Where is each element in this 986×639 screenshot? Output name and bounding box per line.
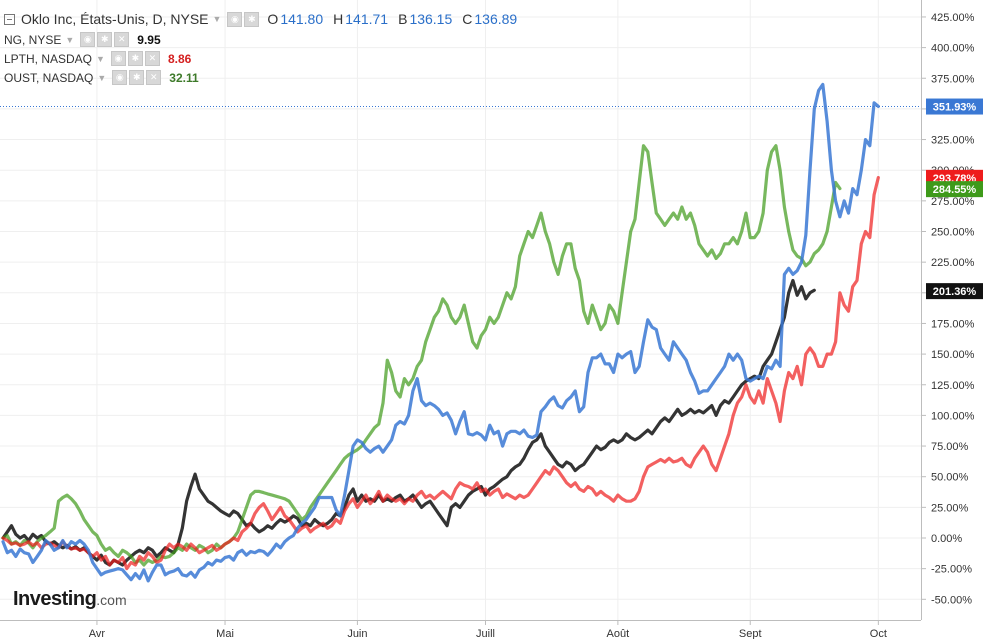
x-tick-label: Juill xyxy=(476,628,495,639)
eye-icon[interactable]: ◉ xyxy=(80,32,96,47)
legend-series-tools: ◉ ✱ ✕ xyxy=(110,51,160,66)
vertical-gridlines xyxy=(96,0,879,620)
gear-icon[interactable]: ✱ xyxy=(127,51,143,66)
y-tick-label: -25.00% xyxy=(931,564,972,576)
legend-series-label: OUST, NASDAQ xyxy=(4,70,94,85)
gear-icon[interactable]: ✱ xyxy=(97,32,113,47)
close-icon[interactable]: ✕ xyxy=(114,32,130,47)
close-icon[interactable]: ✕ xyxy=(146,70,162,85)
ohlc-high-value: 141.71 xyxy=(345,11,389,27)
last-value-badge: 351.93% xyxy=(926,98,983,115)
last-value-badge: 201.36% xyxy=(926,283,983,300)
chevron-down-icon[interactable]: ▼ xyxy=(97,72,107,83)
last-value-labels: 351.93%293.78%284.55%201.36% xyxy=(926,98,983,300)
legend-series-value: 9.95 xyxy=(137,32,161,47)
ohlc-open-value: 141.80 xyxy=(280,11,324,27)
y-tick-label: 100.00% xyxy=(931,410,975,422)
collapse-toggle-icon[interactable] xyxy=(4,13,15,25)
logo-name: Investing xyxy=(13,588,97,610)
last-value-badge: 284.55% xyxy=(926,181,983,198)
legend-series-label: NG, NYSE xyxy=(4,32,62,47)
chevron-down-icon[interactable]: ▼ xyxy=(65,34,75,45)
y-tick-label: 375.00% xyxy=(931,73,975,85)
last-value-badge-bg xyxy=(926,283,983,300)
legend-main-tools: ◉ ✱ xyxy=(227,11,260,27)
last-value-badge-bg xyxy=(926,98,983,115)
chevron-down-icon[interactable]: ▼ xyxy=(96,53,105,64)
gear-icon[interactable]: ✱ xyxy=(244,11,260,27)
y-tick-label: -50.00% xyxy=(931,594,972,606)
y-tick-label: 250.00% xyxy=(931,227,975,239)
legend-series-ng[interactable]: NG, NYSE ▼ ◉ ✱ ✕ 9.95 xyxy=(4,30,527,49)
x-tick-label: Oct xyxy=(870,628,887,639)
legend-series-value: 32.11 xyxy=(169,70,199,85)
y-tick-label: 125.00% xyxy=(931,380,975,392)
legend-series-tools: ◉ ✱ ✕ xyxy=(80,32,130,47)
y-tick-label: 325.00% xyxy=(931,135,975,147)
y-tick-label: 175.00% xyxy=(931,318,975,330)
legend-series-value: 8.86 xyxy=(167,51,192,66)
chart-legend: Oklo Inc, États-Unis, D, NYSE ▼ ◉ ✱ O 141… xyxy=(4,8,527,87)
y-tick-label: 425.00% xyxy=(931,12,975,24)
x-tick-label: Sept xyxy=(739,628,762,639)
x-tick-label: Mai xyxy=(216,628,234,639)
chevron-down-icon[interactable]: ▼ xyxy=(212,14,222,24)
x-axis-tick-labels: Avr Mai Juin Juill Août Sept Oct xyxy=(89,620,887,639)
legend-main-row[interactable]: Oklo Inc, États-Unis, D, NYSE ▼ ◉ ✱ O 141… xyxy=(4,8,527,30)
eye-icon[interactable]: ◉ xyxy=(112,70,128,85)
x-tick-label: Août xyxy=(607,628,630,639)
x-tick-label: Avr xyxy=(89,628,106,639)
ohlc-low-value: 136.15 xyxy=(409,11,453,27)
last-value-text: 284.55% xyxy=(933,184,977,196)
legend-series-label: LPTH, NASDAQ xyxy=(4,51,93,66)
y-tick-label: 275.00% xyxy=(931,196,975,208)
y-tick-label: 400.00% xyxy=(931,43,975,55)
legend-series-tools: ◉ ✱ ✕ xyxy=(112,70,162,85)
last-value-text: 201.36% xyxy=(933,286,977,298)
series-line xyxy=(1,176,880,571)
y-tick-label: 150.00% xyxy=(931,349,975,361)
gear-icon[interactable]: ✱ xyxy=(129,70,145,85)
series-line xyxy=(1,82,880,583)
ohlc-high-key: H xyxy=(333,11,344,27)
legend-main-title: Oklo Inc, États-Unis, D, NYSE xyxy=(21,11,209,27)
last-value-text: 351.93% xyxy=(933,102,977,114)
series-lines xyxy=(1,82,880,583)
y-tick-label: 75.00% xyxy=(931,441,969,453)
x-tick-label: Juin xyxy=(347,628,367,639)
last-value-badge-bg xyxy=(926,181,983,198)
legend-series-oust[interactable]: OUST, NASDAQ ▼ ◉ ✱ ✕ 32.11 xyxy=(4,68,527,87)
legend-series-lpth[interactable]: LPTH, NASDAQ ▼ ◉ ✱ ✕ 8.86 xyxy=(4,49,527,68)
y-tick-label: 25.00% xyxy=(931,502,969,514)
ohlc-close-key: C xyxy=(462,11,473,27)
y-tick-label: 50.00% xyxy=(931,472,969,484)
eye-icon[interactable]: ◉ xyxy=(110,51,126,66)
y-tick-label: 0.00% xyxy=(931,533,962,545)
y-tick-label: 225.00% xyxy=(931,257,975,269)
ohlc-open-key: O xyxy=(267,11,279,27)
logo-suffix: .com xyxy=(96,592,127,608)
investing-logo: Investing .com xyxy=(13,588,127,611)
ohlc-close-value: 136.89 xyxy=(474,11,518,27)
ohlc-low-key: B xyxy=(398,11,408,27)
close-icon[interactable]: ✕ xyxy=(144,51,160,66)
eye-icon[interactable]: ◉ xyxy=(227,11,243,27)
series-line xyxy=(1,144,842,567)
